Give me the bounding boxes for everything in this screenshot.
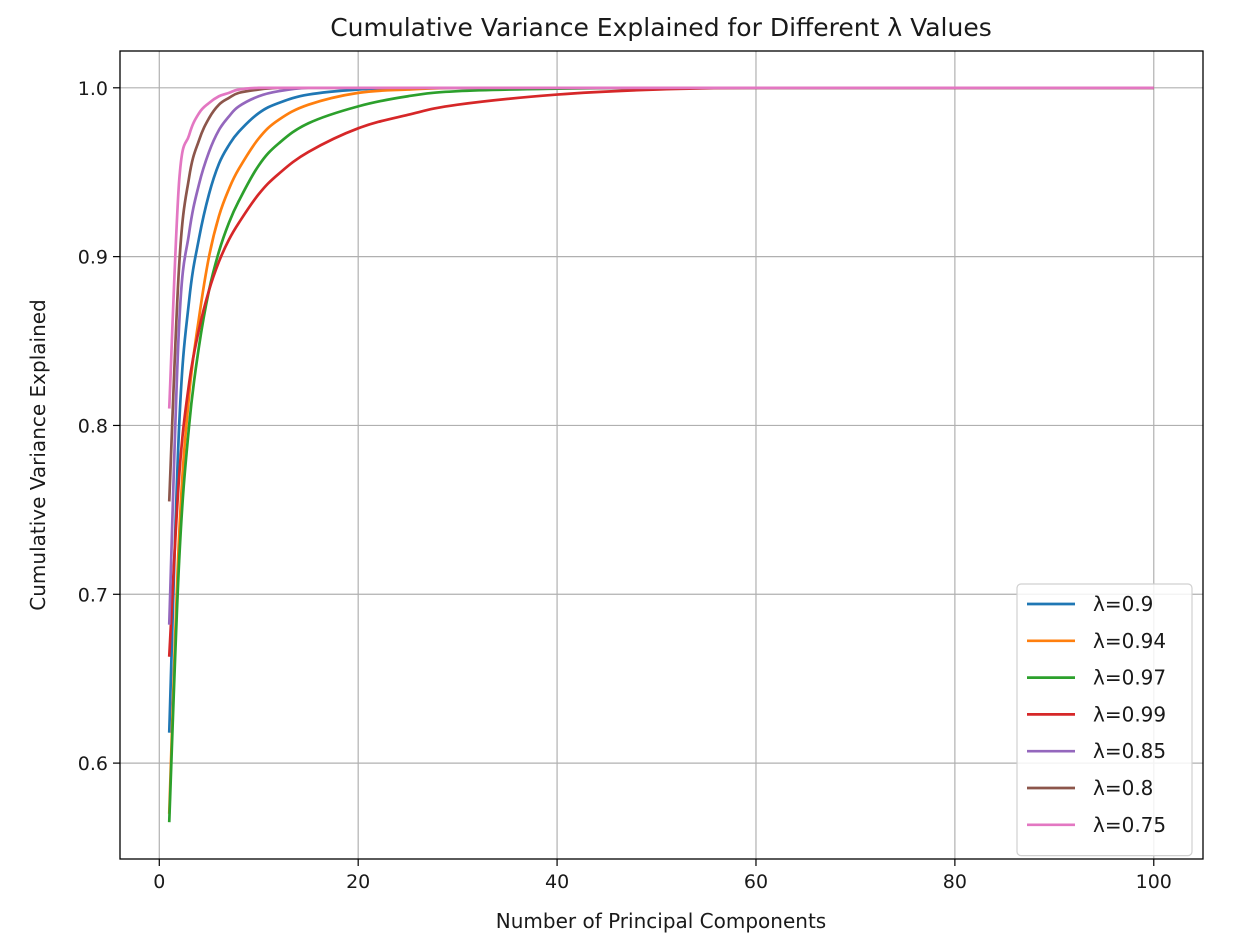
x-tick-label: 0: [153, 871, 165, 893]
series-layer: [167, 86, 1154, 823]
x-tick-label: 100: [1136, 871, 1172, 893]
legend-label-2: λ=0.94: [1093, 629, 1166, 653]
y-tick-label: 0.9: [78, 247, 108, 269]
ticks-layer: 0 20 40 60 80 100 0.6 0.7 0.8 0.9 1.0: [78, 78, 1172, 893]
y-axis-label: Cumulative Variance Explained: [26, 299, 50, 610]
series-line-2: [167, 86, 1154, 814]
legend: λ=0.9 λ=0.94 λ=0.97 λ=0.99 λ=0.85 λ=0.8 λ=0.75: [1016, 583, 1193, 857]
chart-title: Cumulative Variance Explained for Differ…: [330, 13, 992, 42]
legend-label-3: λ=0.97: [1093, 666, 1166, 690]
y-tick-label: 0.8: [78, 415, 108, 437]
plot-frame: [119, 50, 1204, 860]
series-line-4: [167, 86, 1154, 657]
x-tick-label: 60: [744, 871, 768, 893]
legend-label-4: λ=0.99: [1093, 702, 1166, 726]
y-tick-label: 0.7: [78, 584, 108, 606]
x-tick-label: 20: [346, 871, 370, 893]
series-line-5: [167, 86, 1154, 625]
series-line-6: [167, 86, 1154, 502]
y-tick-label: 0.6: [78, 753, 108, 775]
series-line-3: [167, 86, 1154, 823]
y-tick-label: 1.0: [78, 78, 108, 100]
series-line-1: [167, 86, 1154, 733]
x-axis-label: Number of Principal Components: [496, 909, 826, 933]
legend-label-5: λ=0.85: [1093, 739, 1166, 763]
x-tick-label: 80: [943, 871, 967, 893]
legend-label-6: λ=0.8: [1093, 776, 1153, 800]
legend-label-7: λ=0.75: [1093, 813, 1166, 837]
legend-label-1: λ=0.9: [1093, 592, 1153, 616]
x-tick-label: 40: [545, 871, 569, 893]
series-line-7: [167, 86, 1154, 409]
